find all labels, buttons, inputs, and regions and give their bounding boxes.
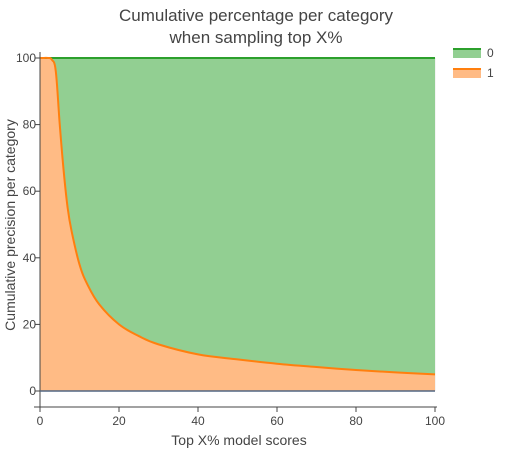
y-tick-label-40: 40 — [23, 251, 37, 265]
legend[interactable]: 01 — [453, 46, 494, 80]
legend-item-1[interactable]: 1 — [453, 66, 494, 80]
legend-label-0: 0 — [487, 46, 494, 60]
x-axis-label: Top X% model scores — [171, 432, 306, 448]
x-tick-label-60: 60 — [270, 414, 284, 428]
y-axis-label: Cumulative precision per category — [2, 119, 18, 331]
legend-swatch-0 — [453, 49, 481, 58]
chart-title-line-1: Cumulative percentage per category — [119, 6, 394, 25]
y-tick-label-20: 20 — [23, 317, 37, 331]
x-tick-label-40: 40 — [191, 414, 205, 428]
x-tick-label-20: 20 — [112, 414, 126, 428]
y-tick-label-60: 60 — [23, 184, 37, 198]
y-tick-label-80: 80 — [23, 118, 37, 132]
x-tick-label-100: 100 — [425, 414, 445, 428]
legend-swatch-1 — [453, 69, 481, 78]
x-tick-label-0: 0 — [37, 414, 44, 428]
plot-area — [40, 58, 435, 391]
y-tick-label-100: 100 — [16, 51, 36, 65]
x-tick-label-80: 80 — [349, 414, 363, 428]
legend-label-1: 1 — [487, 66, 494, 80]
chart-title-line-2: when sampling top X% — [169, 28, 343, 47]
y-tick-label-0: 0 — [29, 384, 36, 398]
legend-item-0[interactable]: 0 — [453, 46, 494, 60]
